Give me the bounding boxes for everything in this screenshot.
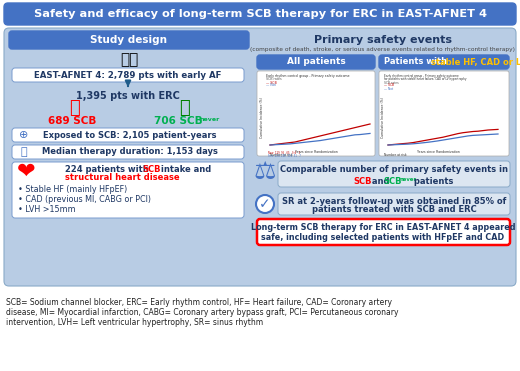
Text: Long-term SCB therapy for ERC in EAST-AFNET 4 appeared: Long-term SCB therapy for ERC in EAST-AF…: [251, 223, 515, 233]
Text: Comparable number of primary safety events in: Comparable number of primary safety even…: [280, 165, 508, 174]
Text: 👫: 👫: [179, 99, 190, 117]
Text: ⚖: ⚖: [254, 160, 276, 184]
Text: Early rhythm control group - Primary safety outcome: Early rhythm control group - Primary saf…: [266, 74, 349, 78]
Text: (composite of death, stroke, or serious adverse events related to rhythm-control: (composite of death, stroke, or serious …: [251, 47, 515, 53]
Text: 👥👥: 👥👥: [120, 53, 138, 68]
Text: — Not: — Not: [266, 83, 276, 88]
Text: patients treated with SCB and ERC: patients treated with SCB and ERC: [311, 206, 476, 214]
FancyBboxPatch shape: [257, 55, 375, 69]
FancyBboxPatch shape: [278, 161, 510, 187]
Text: 706 SCB: 706 SCB: [154, 116, 202, 126]
Text: 689 SCB: 689 SCB: [48, 116, 96, 126]
Text: never: never: [399, 177, 416, 182]
Text: Now  129  95   65   3¹4   1: Now 129 95 65 3¹4 1: [268, 151, 300, 155]
Text: — SCB: — SCB: [384, 83, 394, 88]
Text: Patients with: Patients with: [384, 58, 450, 66]
FancyBboxPatch shape: [12, 145, 244, 159]
Text: for patients with stable heart failure, CAD or LV hypertrophy: for patients with stable heart failure, …: [384, 77, 466, 81]
Text: • LVH >15mm: • LVH >15mm: [18, 206, 75, 214]
Text: • Stable HF (mainly HFpEF): • Stable HF (mainly HFpEF): [18, 186, 127, 194]
Text: Free  224  202  114  51   7: Free 224 202 114 51 7: [268, 154, 301, 158]
Text: — Not: — Not: [384, 86, 393, 91]
FancyBboxPatch shape: [7, 31, 251, 283]
Text: Years since Randomization: Years since Randomization: [417, 150, 459, 154]
Text: ✓: ✓: [259, 197, 271, 211]
Text: EAST-AFNET 4: 2,789 pts with early AF: EAST-AFNET 4: 2,789 pts with early AF: [34, 70, 222, 79]
Text: SCB rates: SCB rates: [384, 81, 399, 85]
Text: SCB= Sodium channel blocker, ERC= Early rhythm control, HF= Heart failure, CAD= : SCB= Sodium channel blocker, ERC= Early …: [6, 298, 392, 307]
Text: disease, MI= Myocardial infarction, CABG= Coronary artery bypass graft, PCI= Per: disease, MI= Myocardial infarction, CABG…: [6, 308, 398, 317]
Text: Number at risk: Number at risk: [270, 153, 293, 157]
Text: intake and: intake and: [158, 164, 211, 174]
Text: SCB: SCB: [353, 177, 371, 186]
Text: ❤️: ❤️: [17, 162, 35, 182]
FancyBboxPatch shape: [4, 3, 516, 25]
Text: structural heart disease: structural heart disease: [65, 174, 179, 183]
Text: 👫: 👫: [70, 99, 81, 117]
FancyBboxPatch shape: [257, 219, 510, 245]
Text: Cumulative Incidence (%): Cumulative Incidence (%): [260, 98, 264, 138]
FancyBboxPatch shape: [379, 71, 509, 156]
Text: ⊕: ⊕: [19, 130, 29, 140]
FancyBboxPatch shape: [12, 68, 244, 82]
Text: SCB rates: SCB rates: [266, 78, 282, 82]
Text: Early rhythm control group - Primary safety outcome: Early rhythm control group - Primary saf…: [384, 74, 459, 78]
Text: Median therapy duration: 1,153 days: Median therapy duration: 1,153 days: [42, 148, 218, 157]
Text: Number at risk: Number at risk: [384, 153, 407, 157]
Text: SR at 2-years follow-up was obtained in 85% of: SR at 2-years follow-up was obtained in …: [282, 197, 506, 206]
FancyBboxPatch shape: [379, 55, 509, 69]
Text: Study design: Study design: [90, 35, 167, 45]
Text: — SCB: — SCB: [266, 81, 277, 85]
FancyBboxPatch shape: [9, 31, 249, 49]
Text: Cumulative Incidence (%): Cumulative Incidence (%): [381, 98, 385, 138]
Text: intervention, LVH= Left ventricular hypertrophy, SR= sinus rhythm: intervention, LVH= Left ventricular hype…: [6, 318, 263, 327]
Text: SCB: SCB: [383, 177, 401, 186]
FancyBboxPatch shape: [4, 28, 516, 286]
FancyBboxPatch shape: [12, 128, 244, 142]
Text: • CAD (previous MI, CABG or PCI): • CAD (previous MI, CABG or PCI): [18, 196, 151, 204]
Text: ⏱: ⏱: [21, 147, 28, 157]
Text: 224 patients with: 224 patients with: [65, 164, 152, 174]
Text: patients: patients: [411, 177, 453, 186]
FancyBboxPatch shape: [278, 193, 510, 215]
Circle shape: [256, 195, 274, 213]
FancyBboxPatch shape: [12, 162, 244, 218]
Text: Years since Randomization: Years since Randomization: [295, 150, 337, 154]
Text: SCB: SCB: [142, 164, 161, 174]
Text: and: and: [369, 177, 393, 186]
FancyBboxPatch shape: [257, 71, 375, 156]
Text: Safety and efficacy of long-term SCB therapy for ERC in EAST-AFNET 4: Safety and efficacy of long-term SCB the…: [33, 9, 487, 19]
Text: never: never: [200, 117, 220, 122]
FancyBboxPatch shape: [254, 31, 512, 283]
Text: All patients: All patients: [287, 58, 345, 66]
Text: safe, including selected patients with HFpEF and CAD: safe, including selected patients with H…: [262, 233, 504, 243]
Text: Exposed to SCB: 2,105 patient-years: Exposed to SCB: 2,105 patient-years: [43, 131, 217, 139]
Text: Primary safety events: Primary safety events: [314, 35, 452, 45]
Text: stable HF, CAD or LVH: stable HF, CAD or LVH: [431, 58, 520, 66]
Text: 1,395 pts with ERC: 1,395 pts with ERC: [76, 91, 180, 101]
